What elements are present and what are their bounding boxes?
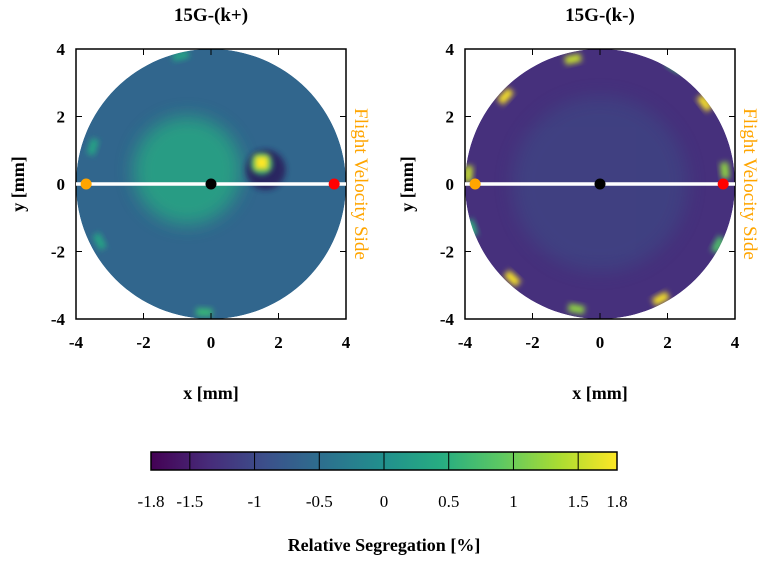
x-axis-label: x [mm]: [572, 383, 627, 403]
x-tick-label: -4: [458, 333, 473, 352]
hotspot: [254, 155, 269, 170]
y-axis-label: y [mm]: [8, 156, 28, 211]
side-label: Flight Velocity Side: [350, 108, 371, 260]
edge-spot: [196, 307, 213, 317]
colorbar-tick-label: 0.5: [438, 492, 459, 511]
colorbar-ticks: -1.8 -1.5 -1 -0.5 0 0.5 1 1.5 1.8: [138, 452, 628, 511]
y-tick-label: -4: [51, 310, 66, 329]
marker-point: [328, 178, 340, 190]
panel-right-title: 15G-(k-): [565, 5, 635, 26]
x-tick-label: 2: [663, 333, 672, 352]
y-axis-label: y [mm]: [397, 156, 417, 211]
overlay: [76, 178, 346, 190]
y-tick-label: 2: [57, 108, 66, 127]
x-tick-label: -2: [136, 333, 150, 352]
x-axis-label: x [mm]: [183, 383, 238, 403]
edge-spot: [503, 270, 521, 287]
x-tick-label: 2: [274, 333, 283, 352]
edge-spot: [564, 53, 582, 65]
axis-ticks: -4 -2 0 2 4 4 2 0 -2 -4: [440, 40, 740, 352]
colorbar-tick-label: -1.8: [138, 492, 165, 511]
marker-point: [80, 178, 92, 190]
colorbar-tick-label: -0.5: [306, 492, 333, 511]
colorbar-tick-label: 1.5: [568, 492, 589, 511]
colorbar-tick-label: 1.8: [606, 492, 627, 511]
y-tick-label: -2: [51, 243, 65, 262]
edge-spot: [465, 165, 473, 183]
y-tick-label: 0: [57, 175, 66, 194]
edge-spot: [567, 303, 585, 315]
panel-left: 15G-(k+) -4 -2 0 2 4 4 2 0 -2 -4 x [mm] y [mm] Fl…: [8, 5, 371, 403]
colorbar-tick-label: -1.5: [176, 492, 203, 511]
y-tick-label: 0: [446, 175, 455, 194]
panel-right: 15G-(k-) -4 -2 0 2 4 4 2 0 -2 -4 x [mm] y [mm] Fl…: [397, 5, 759, 403]
x-tick-label: 0: [207, 333, 216, 352]
panel-left-title: 15G-(k+): [174, 5, 248, 26]
colorbar-tick-label: 1: [509, 492, 518, 511]
edge-spot: [86, 138, 100, 156]
y-tick-label: 2: [446, 108, 455, 127]
x-tick-label: 4: [342, 333, 351, 352]
overlay: [465, 178, 735, 190]
y-tick-label: -4: [440, 310, 455, 329]
marker-point: [469, 178, 481, 190]
x-tick-label: 4: [731, 333, 740, 352]
marker-point: [205, 178, 217, 190]
y-tick-label: -2: [440, 243, 454, 262]
edge-spot: [696, 94, 713, 112]
marker-point: [717, 178, 729, 190]
y-tick-label: 4: [57, 40, 66, 59]
edge-spot: [651, 291, 670, 307]
edge-spot: [497, 87, 514, 105]
colorbar: -1.8 -1.5 -1 -0.5 0 0.5 1 1.5 1.8 Relative Segre…: [138, 451, 628, 555]
axis-ticks: -4 -2 0 2 4 4 2 0 -2 -4: [51, 40, 351, 352]
edge-spot: [92, 232, 107, 251]
edge-spot: [720, 162, 730, 179]
marker-point: [594, 178, 606, 190]
edge-spot: [710, 235, 726, 254]
x-tick-label: -2: [525, 333, 539, 352]
x-tick-label: -4: [69, 333, 84, 352]
y-tick-label: 4: [446, 40, 455, 59]
side-label: Flight Velocity Side: [739, 108, 759, 260]
colorbar-tick-label: -1: [247, 492, 261, 511]
center-region: [133, 116, 242, 225]
colorbar-label: Relative Segregation [%]: [288, 535, 481, 555]
colorbar-tick-label: 0: [380, 492, 389, 511]
x-tick-label: 0: [596, 333, 605, 352]
